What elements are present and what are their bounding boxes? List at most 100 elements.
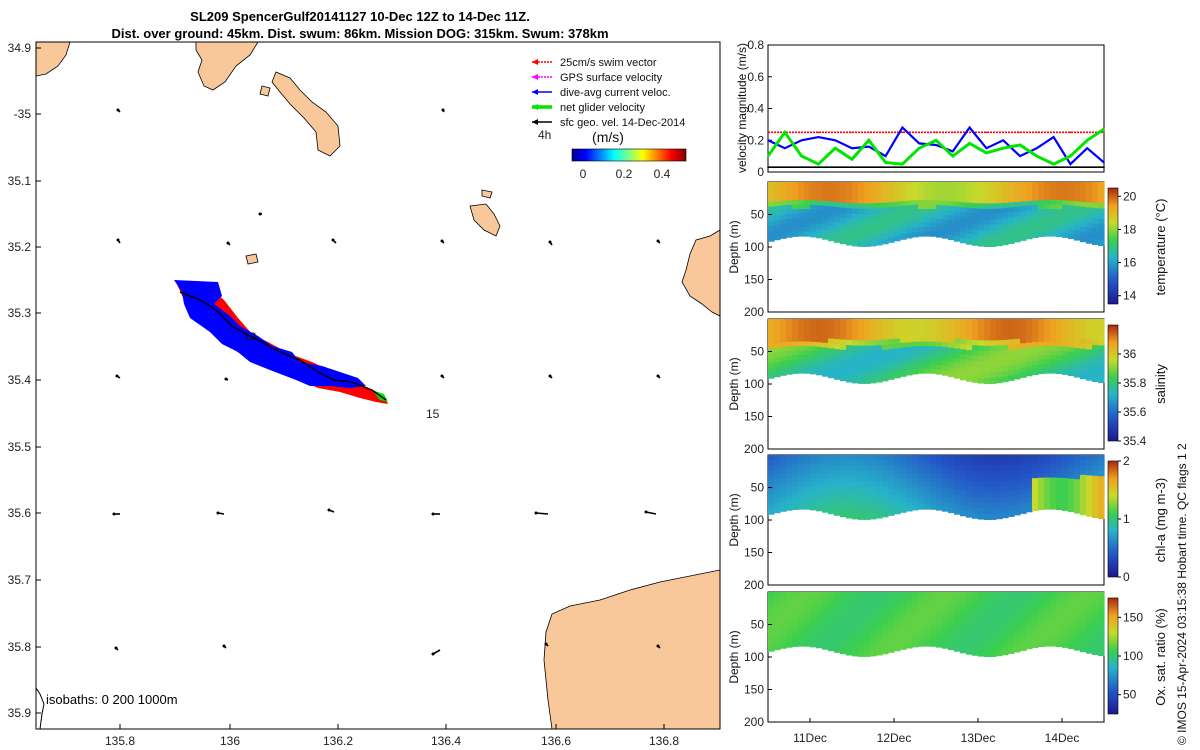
section-cell — [792, 486, 799, 492]
section-cell — [870, 465, 877, 472]
section-cell — [1020, 333, 1027, 340]
section-cell — [822, 639, 829, 645]
dive-avg-current-band — [174, 280, 366, 388]
section-cell — [1008, 370, 1015, 376]
section-cell — [1080, 464, 1087, 471]
section-cell — [978, 235, 985, 242]
section-cell — [960, 182, 967, 188]
section-cell — [990, 182, 997, 188]
section-cell — [1080, 358, 1087, 365]
section-cell — [1020, 484, 1027, 490]
section-cell — [834, 632, 841, 638]
section-cell — [900, 620, 907, 626]
legend-arrowhead-sfc — [532, 119, 538, 125]
section-cell — [936, 592, 943, 598]
section-cell — [870, 623, 877, 630]
section-cell — [864, 618, 871, 625]
section-cell — [870, 492, 877, 499]
velocity-point — [1086, 131, 1088, 134]
section-cell — [870, 340, 877, 347]
section-cell — [1044, 641, 1051, 647]
section-cell — [864, 182, 871, 188]
section-cell — [882, 491, 889, 497]
section-cell — [894, 479, 901, 485]
section-cell — [924, 500, 931, 506]
section-cell — [1098, 476, 1105, 483]
section-cell — [1074, 196, 1081, 202]
section-cell — [978, 224, 985, 231]
section-cell — [870, 229, 877, 236]
sfc-arrow-head — [548, 374, 552, 378]
depth-tick-label: 200 — [744, 305, 764, 319]
section-cell — [894, 372, 901, 379]
section-cell — [918, 364, 925, 370]
section-cell — [804, 596, 811, 602]
section-cell — [900, 634, 907, 641]
section-cell — [882, 238, 889, 245]
section-cell — [1038, 637, 1045, 643]
section-cell — [1038, 332, 1045, 338]
section-cell — [984, 508, 991, 515]
section-cell — [858, 345, 865, 352]
section-cell — [936, 496, 943, 502]
section-cell — [894, 601, 901, 608]
section-cell — [1098, 356, 1105, 362]
section-cell — [852, 486, 859, 493]
section-cell — [876, 218, 883, 225]
section-cell — [1050, 596, 1057, 602]
section-cell — [1026, 361, 1033, 367]
section-cell — [942, 634, 949, 640]
title-line-1: SL209 SpencerGulf20141127 10-Dec 12Z to … — [190, 9, 530, 24]
section-cell — [858, 198, 865, 205]
section-cell — [918, 337, 925, 343]
section-cell — [960, 364, 967, 371]
section-cell — [858, 235, 865, 242]
section-cell — [834, 470, 841, 476]
section-cell — [1026, 488, 1033, 494]
section-cell — [894, 348, 901, 354]
section-cell — [954, 489, 961, 495]
section-cell — [954, 206, 961, 213]
section-cell — [876, 649, 883, 656]
section-cell — [786, 477, 793, 484]
section-cell — [774, 210, 781, 217]
section-cell — [1032, 601, 1039, 607]
section-cell — [1038, 350, 1045, 356]
section-cell — [882, 633, 889, 639]
section-cell — [786, 455, 793, 461]
section-cell — [1044, 464, 1051, 470]
section-cell — [852, 639, 859, 646]
section-cell — [978, 361, 985, 368]
sfc-arrow-head — [226, 241, 230, 245]
section-cell — [1068, 455, 1075, 461]
depth-tick-label: 200 — [744, 442, 764, 456]
section-cell — [900, 493, 907, 499]
section-cell — [1026, 319, 1033, 325]
section-cell — [900, 210, 907, 216]
section-cell — [1050, 204, 1057, 210]
section-cell — [822, 625, 829, 631]
section-cell — [1068, 502, 1075, 508]
section-cell — [810, 223, 817, 229]
velocity-point — [1002, 147, 1004, 149]
section-cell — [774, 459, 781, 466]
section-cell — [816, 182, 823, 188]
section-cell — [1086, 187, 1093, 193]
section-cell — [852, 650, 859, 657]
section-cell — [846, 350, 853, 357]
section-cell — [948, 596, 955, 603]
section-cell — [888, 647, 895, 653]
section-cell — [1020, 592, 1027, 598]
section-cell — [840, 592, 847, 598]
section-cell — [1068, 615, 1075, 621]
section-cell — [822, 502, 829, 508]
section-cell — [1068, 342, 1075, 348]
section-cell — [1056, 319, 1063, 325]
section-cell — [888, 232, 895, 238]
section-cell — [942, 478, 949, 484]
velocity-point — [901, 163, 904, 165]
title-line-2: Dist. over ground: 45km. Dist. swum: 86k… — [111, 26, 609, 41]
section-cell — [1020, 508, 1027, 514]
section-cell — [978, 487, 985, 493]
section-cell — [882, 607, 889, 614]
